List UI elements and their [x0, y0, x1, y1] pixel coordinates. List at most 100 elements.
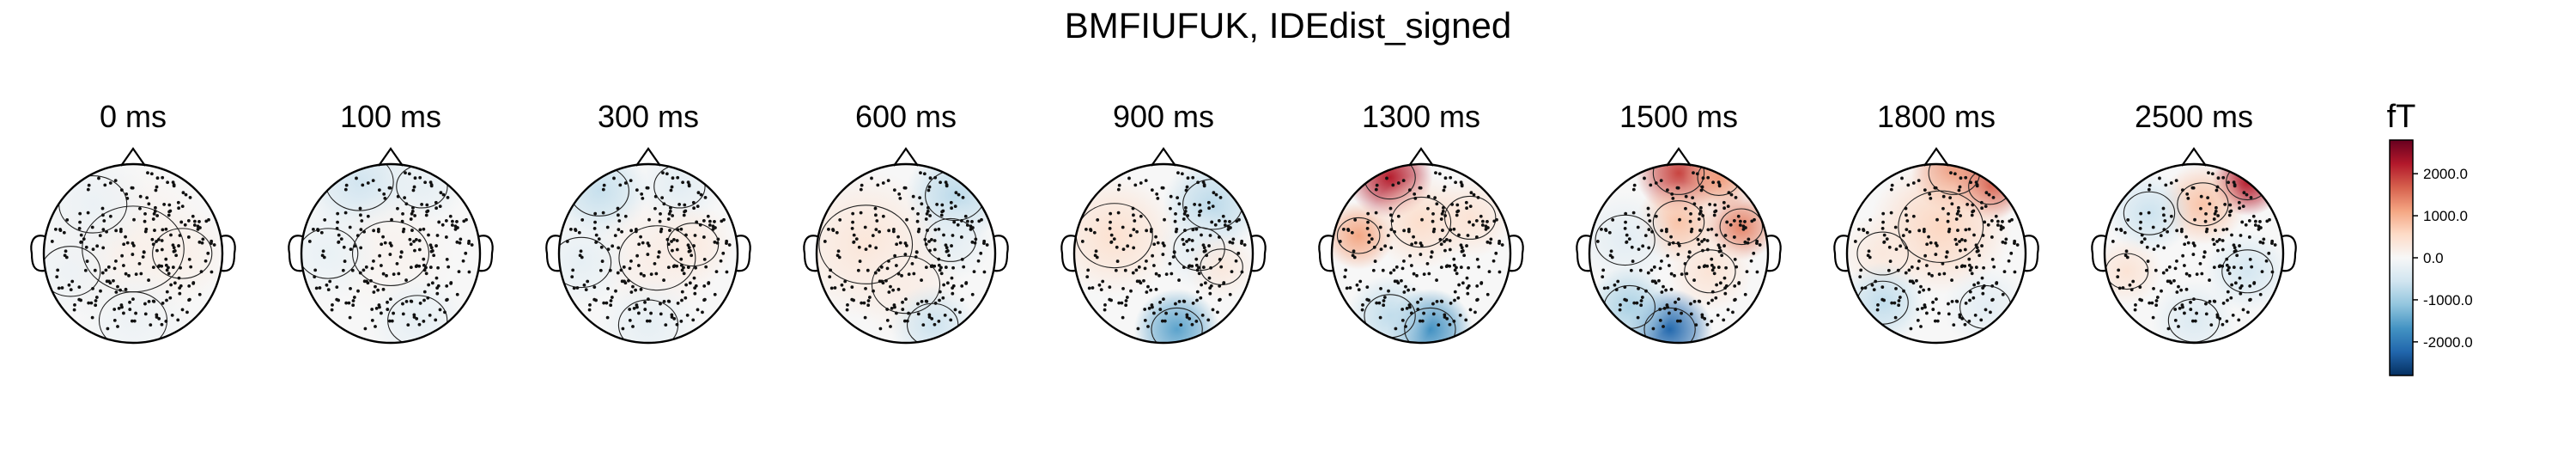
nose-shape [1923, 147, 1949, 167]
panel-time-label: 300 ms [598, 99, 699, 134]
nose-shape [893, 147, 919, 167]
sensor-dots [1338, 171, 1504, 331]
field-map [2105, 164, 2283, 343]
right-ear-shape [2281, 235, 2297, 272]
field-blob [1346, 275, 1433, 343]
right-ear-shape [1251, 235, 1267, 272]
contour-line [871, 255, 941, 314]
sensor-dots [307, 171, 474, 331]
topomap-panel: 300 ms [545, 99, 751, 345]
nose-shape [378, 147, 404, 167]
contour-line [618, 225, 696, 291]
contour-line [2177, 182, 2229, 227]
panel-time-label: 0 ms [100, 99, 167, 134]
right-ear-shape [478, 235, 494, 272]
colorbar-tick-label: -2000.0 [2423, 334, 2473, 351]
contour-line [1898, 190, 1984, 263]
nose-shape [1666, 147, 1692, 167]
contour-line [818, 205, 914, 284]
sensor-dots [2111, 171, 2277, 331]
nose-shape [120, 147, 146, 167]
contour-line [2123, 191, 2176, 235]
sensor-dots [823, 171, 989, 331]
contour-line [351, 221, 430, 286]
field-blob [1942, 266, 2026, 343]
topomap-panel: 900 ms [1060, 99, 1267, 345]
field-blob [2204, 230, 2283, 313]
left-ear-shape [803, 235, 818, 272]
topomap-panel: 1300 ms [1318, 99, 1524, 345]
field-map [44, 164, 222, 343]
right-ear-shape [736, 235, 751, 272]
sensor-dots [565, 171, 732, 331]
sensor-dots [1853, 171, 2020, 331]
topomap-panel: 1800 ms [1833, 99, 2039, 345]
left-ear-shape [30, 235, 46, 272]
left-ear-shape [1576, 235, 1591, 272]
nose-shape [2181, 147, 2207, 167]
contour-line [1652, 164, 1705, 195]
contour-line [1444, 195, 1497, 240]
right-ear-shape [993, 235, 1009, 272]
colorbar-tick-label: 2000.0 [2423, 166, 2468, 182]
contour-line [1404, 307, 1456, 343]
field-blob [1589, 192, 1675, 288]
panel-time-label: 1500 ms [1619, 99, 1738, 134]
panel-time-label: 600 ms [855, 99, 957, 134]
field-map [1589, 164, 1768, 343]
panel-time-label: 1800 ms [1877, 99, 1996, 134]
topomap-panel: 100 ms [288, 99, 494, 345]
field-blob [1133, 288, 1220, 343]
head-outline [1072, 162, 1255, 345]
contour-line [1856, 231, 1909, 276]
colorbar-unit-label: fT [2387, 99, 2416, 135]
contour-line [559, 236, 612, 289]
field-blob [367, 272, 468, 343]
contour-line [301, 228, 359, 279]
topomap-panel: 1500 ms [1576, 99, 1782, 345]
colorbar-tick-label: 0.0 [2423, 250, 2444, 266]
colorbar: fT 2000.0 1000.0 0.0 -1000.0 -2000.0 [2387, 99, 2473, 376]
left-ear-shape [1833, 235, 1849, 272]
head-outline [557, 162, 739, 345]
field-blob [559, 215, 632, 310]
right-ear-shape [1509, 235, 1524, 272]
head-outline [42, 162, 224, 345]
figure-title: BMFIUFUK, IDEdist_signed [1064, 5, 1512, 46]
left-ear-shape [1060, 235, 1076, 272]
panel-time-label: 2500 ms [2135, 99, 2253, 134]
field-blob [890, 284, 976, 343]
panel-time-label: 1300 ms [1362, 99, 1480, 134]
topomap-panel: 600 ms [803, 99, 1009, 345]
topomap-panel: 0 ms [30, 99, 236, 345]
head-outline [300, 162, 482, 345]
nose-shape [635, 147, 661, 167]
field-blob [1589, 266, 1673, 343]
left-ear-shape [2091, 235, 2106, 272]
contour-line [1200, 248, 1243, 285]
field-map [1332, 164, 1510, 343]
contour-line [387, 295, 448, 343]
head-outline [1588, 162, 1770, 345]
colorbar-gradient [2389, 139, 2414, 376]
head-outline [1845, 162, 2027, 345]
right-ear-shape [2024, 235, 2039, 272]
panel-time-label: 100 ms [340, 99, 441, 134]
panel-time-label: 900 ms [1113, 99, 1214, 134]
contour-line [1151, 307, 1203, 343]
left-ear-shape [288, 235, 303, 272]
head-outline [2103, 162, 2285, 345]
contour-line [1719, 208, 1764, 246]
contour-line [1684, 249, 1736, 294]
right-ear-shape [1766, 235, 1782, 272]
colorbar-tick-label: 1000.0 [2423, 208, 2468, 224]
nose-shape [1408, 147, 1434, 167]
field-map [1074, 164, 1253, 343]
field-blob [1847, 261, 1926, 343]
contour-line [1643, 307, 1696, 343]
contour-line [152, 228, 213, 279]
head-outline [1330, 162, 1512, 345]
head-outline [815, 162, 997, 345]
sensor-dots [50, 171, 216, 331]
